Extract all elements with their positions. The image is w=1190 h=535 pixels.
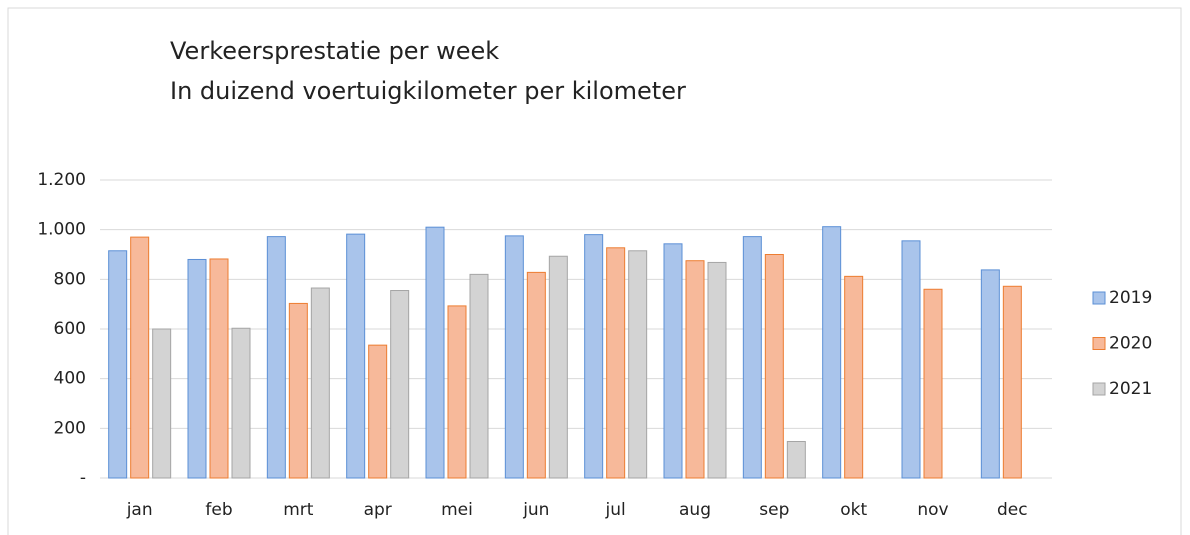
bar bbox=[469, 273, 489, 479]
x-tick-label: jul bbox=[605, 500, 626, 520]
x-tick-label: nov bbox=[917, 500, 948, 520]
bar bbox=[310, 287, 330, 479]
bar bbox=[346, 233, 366, 479]
y-tick-label: 600 bbox=[54, 319, 86, 339]
bar bbox=[368, 344, 388, 479]
x-tick-label: aug bbox=[679, 500, 711, 520]
x-tick-label: feb bbox=[205, 500, 232, 520]
x-tick-label: jun bbox=[522, 500, 549, 520]
y-tick-label: 1.200 bbox=[37, 170, 86, 190]
bar bbox=[130, 236, 150, 479]
x-tick-label: mrt bbox=[283, 500, 314, 520]
y-tick-label: 800 bbox=[54, 269, 86, 289]
x-tick-label: okt bbox=[840, 500, 867, 520]
bar bbox=[742, 236, 762, 479]
bar bbox=[822, 226, 842, 479]
x-tick-label: jan bbox=[126, 500, 153, 520]
bar bbox=[606, 247, 626, 479]
legend-swatch bbox=[1092, 382, 1106, 396]
x-tick-label: apr bbox=[364, 500, 392, 520]
y-tick-label: 1.000 bbox=[37, 220, 86, 240]
bar bbox=[584, 234, 604, 479]
bar bbox=[425, 226, 445, 479]
bar bbox=[187, 258, 207, 479]
bar bbox=[447, 305, 467, 479]
bar bbox=[786, 440, 806, 479]
y-tick-label: 400 bbox=[54, 369, 86, 389]
bar bbox=[901, 240, 921, 479]
x-tick-label: mei bbox=[441, 500, 473, 520]
legend-swatch bbox=[1092, 291, 1106, 305]
bar bbox=[707, 261, 727, 479]
bar bbox=[390, 290, 410, 479]
bar bbox=[1002, 285, 1022, 479]
bar bbox=[628, 250, 648, 479]
y-tick-label: - bbox=[80, 468, 86, 488]
bar bbox=[288, 302, 308, 479]
legend-label: 2019 bbox=[1109, 288, 1152, 308]
bar bbox=[152, 328, 172, 479]
bar bbox=[266, 236, 286, 479]
bar bbox=[923, 288, 943, 479]
chart-title: Verkeersprestatie per week bbox=[170, 37, 499, 65]
bar bbox=[980, 269, 1000, 479]
bar bbox=[108, 250, 128, 479]
bar bbox=[504, 235, 524, 479]
legend-swatch bbox=[1092, 337, 1106, 350]
bar bbox=[764, 254, 784, 479]
bar bbox=[526, 271, 546, 479]
bar bbox=[663, 243, 683, 479]
x-tick-label: sep bbox=[759, 500, 789, 520]
chart-subtitle: In duizend voertuigkilometer per kilomet… bbox=[170, 77, 686, 105]
bar bbox=[209, 258, 229, 479]
bar bbox=[231, 327, 251, 479]
bar bbox=[844, 275, 864, 479]
bar bbox=[685, 260, 705, 479]
x-tick-label: dec bbox=[997, 500, 1028, 520]
bar bbox=[548, 255, 568, 479]
legend-label: 2020 bbox=[1109, 334, 1152, 354]
legend-label: 2021 bbox=[1109, 379, 1152, 399]
chart-frame bbox=[7, 7, 1182, 535]
y-tick-label: 200 bbox=[54, 418, 86, 438]
